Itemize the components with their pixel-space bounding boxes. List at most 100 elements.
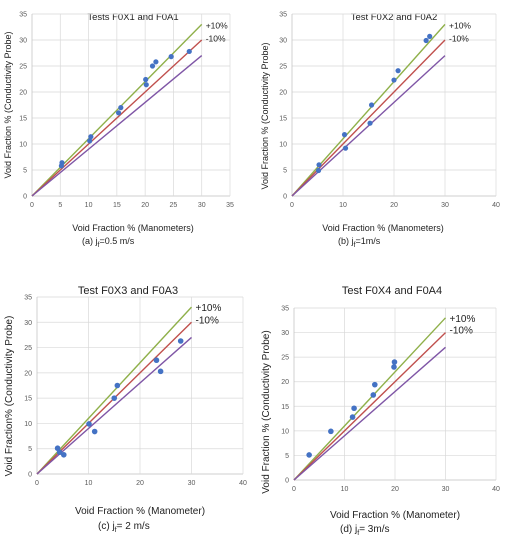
minus-10-percent-line <box>291 55 446 197</box>
y-tick-label: 0 <box>28 472 32 479</box>
y-axis-label: Void Fraction% (Conductivity Probe) <box>4 316 15 477</box>
caption-suffix: = 3m/s <box>359 524 390 535</box>
caption-subscript: f <box>114 527 117 534</box>
data-point <box>88 134 94 140</box>
plus-10-percent-label: +10% <box>450 314 476 325</box>
y-tick-label: 25 <box>19 64 27 71</box>
y-tick-label: 10 <box>281 428 289 435</box>
x-tick-label: 30 <box>188 480 196 487</box>
plus-10-percent-line <box>291 23 446 197</box>
caption-subscript: f <box>97 241 100 249</box>
y-tick-label: 25 <box>281 355 289 362</box>
x-tick-label: 20 <box>136 480 144 487</box>
data-point <box>91 428 98 435</box>
x-tick-label: 0 <box>30 202 34 209</box>
x-tick-label: 20 <box>141 202 149 209</box>
data-point <box>372 381 378 388</box>
x-axis-label: Void Fraction % (Manometer) <box>75 506 205 517</box>
x-axis-label: Void Fraction % (Manometer) <box>330 510 460 521</box>
caption-prefix: (a) j <box>82 236 98 246</box>
y-tick-label: 20 <box>19 90 27 97</box>
y-tick-label: 20 <box>24 370 32 377</box>
identity-line <box>293 332 446 481</box>
x-tick-label: 35 <box>226 202 234 209</box>
y-tick-label: 20 <box>281 379 289 386</box>
x-tick-label: 25 <box>170 202 178 209</box>
data-point <box>111 395 118 401</box>
x-tick-label: 10 <box>85 202 93 209</box>
y-tick-label: 30 <box>279 38 287 45</box>
data-point <box>86 421 92 427</box>
y-tick-label: 25 <box>279 64 287 71</box>
plus-10-percent-label: +10% <box>196 303 222 314</box>
data-point <box>341 132 348 138</box>
caption-prefix: (c) j <box>98 521 115 532</box>
data-point <box>114 382 121 389</box>
data-point <box>56 449 63 456</box>
y-tick-label: 5 <box>285 453 289 460</box>
data-point <box>153 357 160 364</box>
y-tick-label: 20 <box>279 90 287 97</box>
chart-title: Test F0X4 and F0A4 <box>342 285 442 297</box>
x-tick-label: 10 <box>85 480 93 487</box>
y-tick-label: 25 <box>24 345 32 352</box>
chart-title: Tests F0X1 and F0A1 <box>87 12 178 23</box>
y-tick-label: 0 <box>285 478 289 485</box>
data-point <box>143 82 149 88</box>
x-tick-label: 0 <box>290 202 294 209</box>
minus-10-percent-line <box>31 55 203 197</box>
x-tick-label: 30 <box>198 202 206 209</box>
identity-line <box>31 39 203 197</box>
data-point <box>423 37 429 44</box>
x-tick-label: 10 <box>341 486 349 493</box>
data-point <box>395 68 401 74</box>
y-tick-label: 10 <box>19 142 27 149</box>
data-point <box>368 102 375 108</box>
y-tick-label: 15 <box>281 404 289 411</box>
minus-10-percent-label: -10% <box>449 34 469 44</box>
minus-10-percent-label: -10% <box>196 315 219 326</box>
x-tick-label: 20 <box>390 202 398 209</box>
caption-suffix: =1m/s <box>355 236 381 246</box>
caption-b: (b) jf=1m/s <box>338 236 380 249</box>
caption-a: (a) jf=0.5 m/s <box>82 236 134 249</box>
caption-prefix: (b) j <box>338 236 354 246</box>
x-axis-label: Void Fraction % (Manometers) <box>72 223 194 233</box>
data-point <box>349 414 356 420</box>
y-tick-label: 0 <box>23 194 27 201</box>
data-point <box>427 33 433 39</box>
x-tick-label: 15 <box>113 202 121 209</box>
y-tick-label: 35 <box>24 295 32 302</box>
data-point <box>315 167 322 174</box>
caption-subscript: f <box>353 241 356 249</box>
x-tick-label: 5 <box>58 202 62 209</box>
data-point <box>367 120 373 126</box>
chart-title: Test F0X3 and F0A3 <box>78 285 178 297</box>
y-tick-label: 35 <box>19 12 27 19</box>
data-point <box>306 452 312 458</box>
data-point <box>87 138 93 144</box>
y-tick-label: 15 <box>19 116 27 123</box>
y-tick-label: 15 <box>24 396 32 403</box>
y-axis-label: Void Fraction % (Conductivity Probe) <box>3 31 13 178</box>
y-tick-label: 5 <box>23 168 27 175</box>
y-tick-label: 0 <box>283 194 287 201</box>
data-point <box>186 48 192 55</box>
data-point <box>149 63 156 69</box>
caption-d: (d) jf= 3m/s <box>340 524 389 537</box>
y-tick-label: 10 <box>279 142 287 149</box>
y-tick-label: 5 <box>28 446 32 453</box>
data-point <box>157 368 164 375</box>
x-tick-label: 0 <box>35 480 39 487</box>
y-axis-label: Void Fraction % (Conductivity Probe) <box>260 42 270 189</box>
plus-10-percent-label: +10% <box>206 20 228 30</box>
data-point <box>177 338 184 344</box>
chart-a: Tests F0X1 and F0A1 Void Fraction % (Con… <box>3 12 234 234</box>
data-point <box>118 105 124 111</box>
y-axis-label: Void Fraction % (Conductivity Probe) <box>261 330 272 493</box>
minus-10-percent-line <box>293 346 446 481</box>
x-tick-label: 20 <box>391 486 399 493</box>
data-point <box>391 364 397 370</box>
x-tick-label: 40 <box>492 202 500 209</box>
x-tick-label: 10 <box>339 202 347 209</box>
